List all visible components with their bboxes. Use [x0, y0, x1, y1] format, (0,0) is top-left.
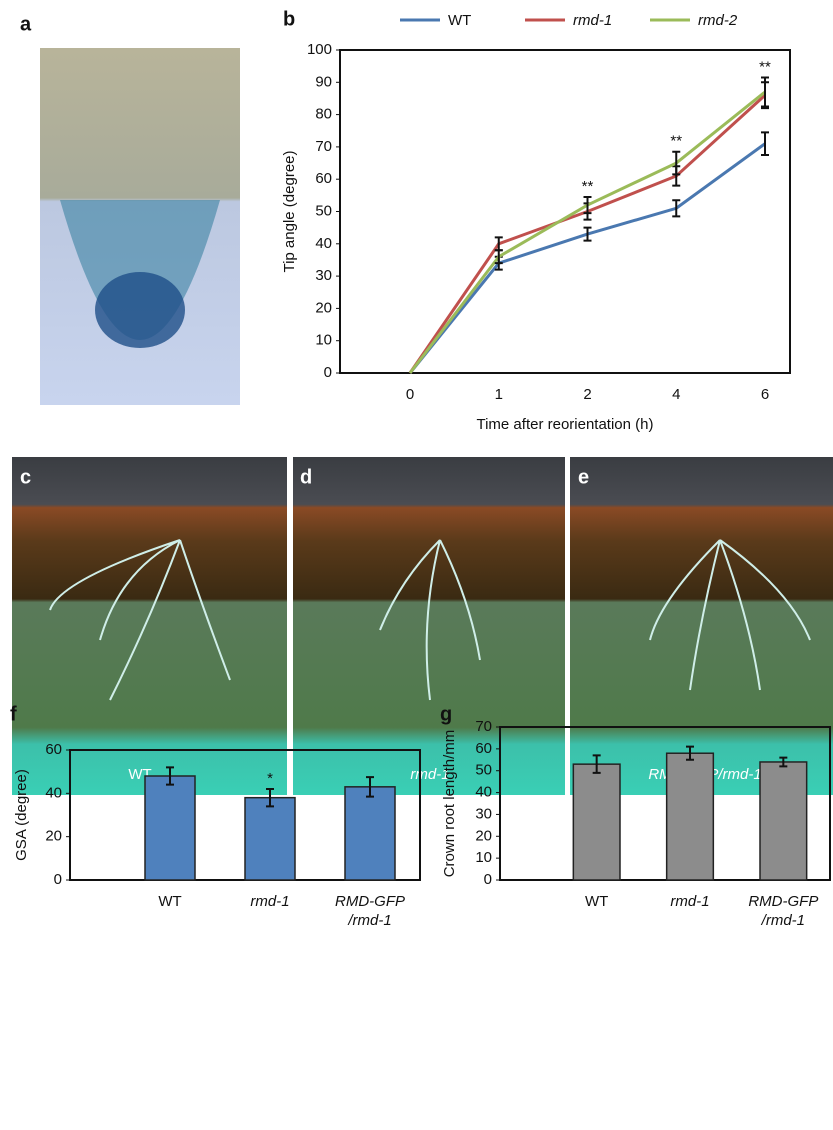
x-tick-label: 1	[495, 386, 503, 403]
y-axis-label: GSA (degree)	[13, 769, 30, 861]
y-axis-label: Crown root length/mm	[441, 730, 458, 878]
y-tick-label: 40	[45, 784, 62, 801]
y-tick-label: 70	[315, 138, 332, 155]
y-tick-label: 20	[475, 827, 492, 844]
y-tick-label: 20	[315, 299, 332, 316]
bar	[345, 787, 395, 880]
y-tick-label: 70	[475, 718, 492, 735]
y-tick-label: 50	[315, 202, 332, 219]
panel-label: e	[578, 466, 589, 488]
x-tick-label: RMD-GFP /rmd-1	[310, 892, 430, 930]
y-tick-label: 50	[475, 762, 492, 779]
y-axis-label: Tip angle (degree)	[281, 150, 298, 272]
y-tick-label: 30	[475, 805, 492, 822]
y-tick-label: 10	[475, 849, 492, 866]
x-tick-label: 6	[761, 386, 769, 403]
legend-label: rmd-1	[573, 12, 612, 29]
error-bar	[761, 132, 769, 155]
y-tick-label: 0	[54, 871, 62, 888]
x-tick-label: 2	[583, 386, 591, 403]
y-tick-label: 30	[315, 267, 332, 284]
panel-label: f	[10, 703, 17, 725]
panel-label: c	[20, 466, 31, 488]
x-tick-label: 0	[406, 386, 414, 403]
figure-svg: a c d e WT rmd-1 RMD-GFP/rmd-1 b01020304…	[0, 0, 833, 1130]
y-tick-label: 60	[475, 740, 492, 757]
y-tick-label: 60	[45, 741, 62, 758]
bar	[667, 753, 714, 880]
panel-label: d	[300, 466, 312, 488]
y-tick-label: 10	[315, 332, 332, 349]
significance: **	[582, 178, 594, 195]
bar	[145, 776, 195, 880]
y-tick-label: 40	[475, 784, 492, 801]
y-tick-label: 0	[484, 871, 492, 888]
significance: **	[759, 58, 771, 75]
soil-image	[293, 457, 565, 795]
y-tick-label: 80	[315, 106, 332, 123]
bar	[573, 764, 620, 880]
panel-label: a	[20, 13, 32, 35]
significance: **	[670, 133, 682, 150]
x-tick-label: RMD-GFP /rmd-1	[723, 892, 833, 930]
y-tick-label: 60	[315, 170, 332, 187]
bar	[760, 762, 807, 880]
bar	[245, 798, 295, 880]
y-tick-label: 90	[315, 73, 332, 90]
panel-label: b	[283, 8, 295, 30]
y-tick-label: 20	[45, 828, 62, 845]
panel-label: g	[440, 703, 452, 725]
stain	[95, 272, 185, 348]
y-tick-label: 40	[315, 235, 332, 252]
y-tick-label: 100	[307, 41, 332, 58]
legend-label: WT	[448, 12, 471, 29]
y-tick-label: 0	[324, 364, 332, 381]
x-axis-label: Time after reorientation (h)	[476, 416, 653, 433]
significance: *	[267, 770, 273, 787]
plot-frame	[340, 50, 790, 373]
x-tick-label: 4	[672, 386, 680, 403]
figure: a c d e WT rmd-1 RMD-GFP/rmd-1 b01020304…	[0, 0, 833, 1130]
legend-label: rmd-2	[698, 12, 738, 29]
